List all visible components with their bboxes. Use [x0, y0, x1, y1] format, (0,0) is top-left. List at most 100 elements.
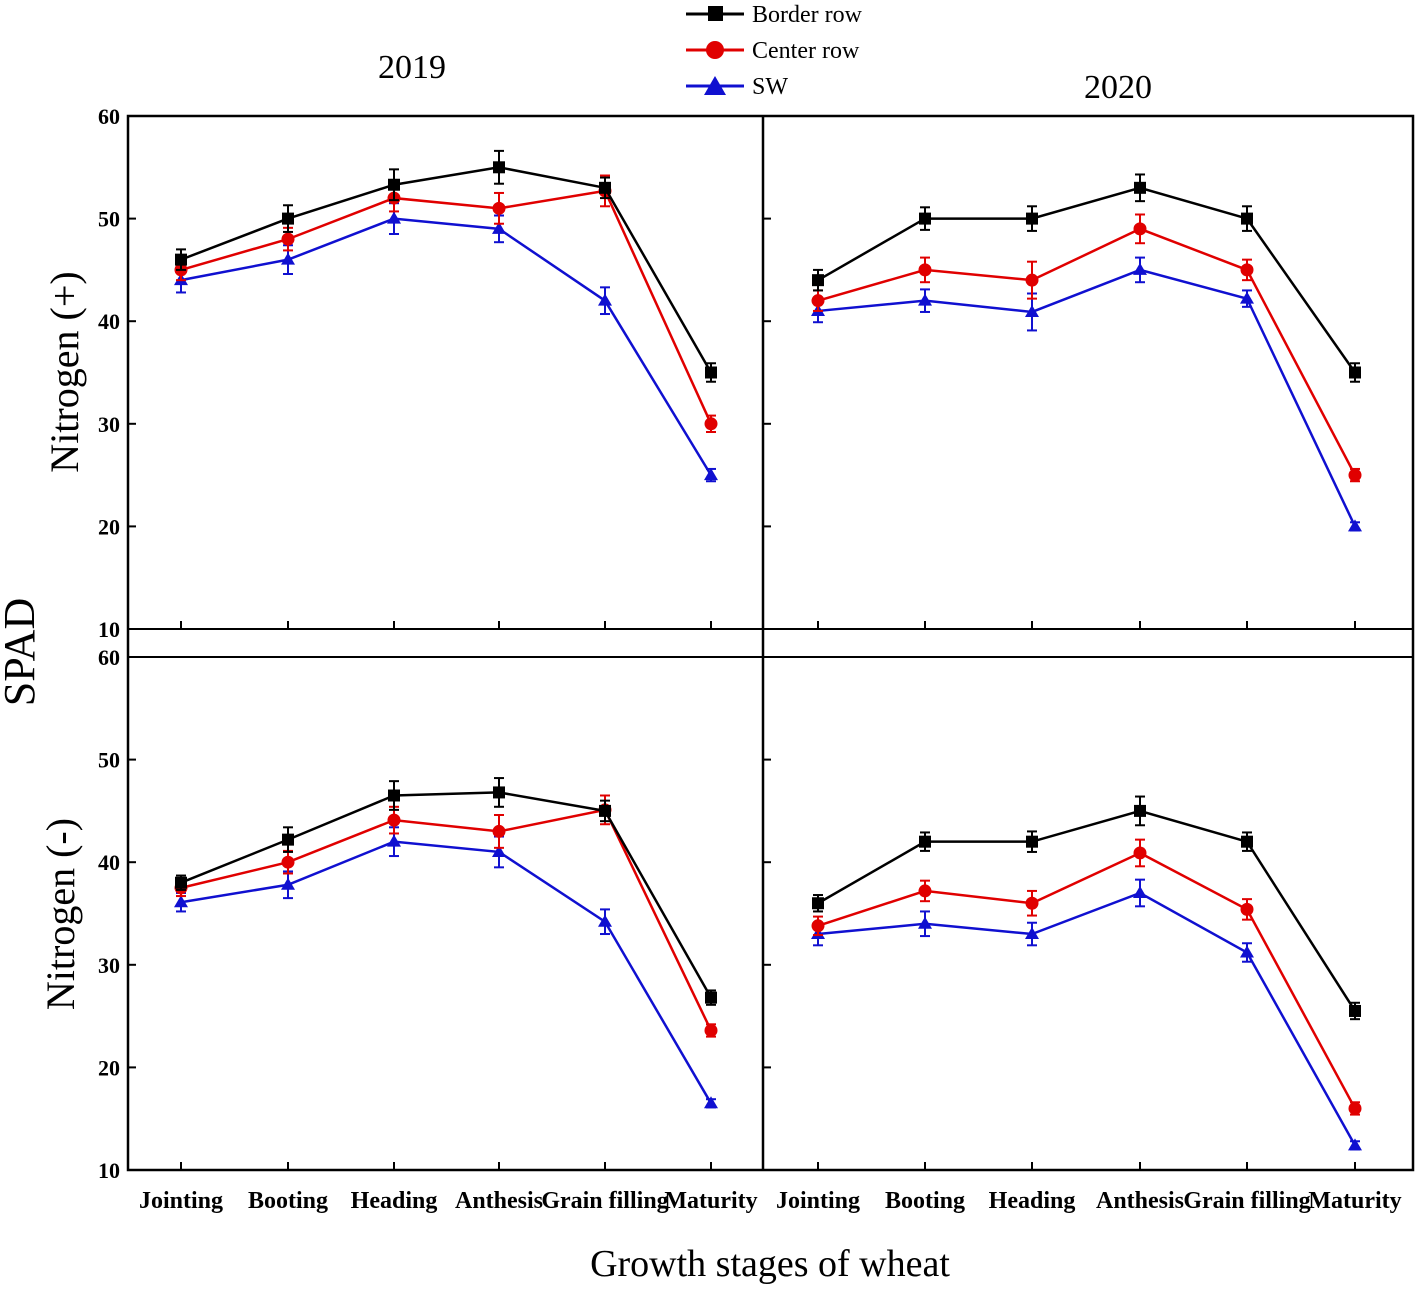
data-point-center-row	[811, 919, 825, 933]
data-point-sw	[1348, 519, 1362, 532]
series-sw	[174, 826, 718, 1109]
data-point-center-row	[1348, 1101, 1362, 1115]
series-line-center-row	[817, 851, 1357, 1110]
y-tick-label: 50	[98, 748, 120, 773]
x-tick-label-jointing: Jointing	[139, 1188, 223, 1214]
y-tick-label: 40	[98, 309, 120, 334]
series-line-center-row	[180, 808, 713, 1032]
data-point-sw	[1133, 885, 1147, 898]
data-point-border-row	[1026, 835, 1038, 848]
y-tick-label: 10	[98, 617, 120, 642]
series-line-center-row	[180, 189, 713, 425]
data-point-border-row	[1134, 804, 1146, 817]
legend-entry-border-row: Border row	[686, 2, 863, 28]
data-point-sw	[1133, 262, 1147, 275]
data-point-sw	[281, 252, 295, 265]
series-line-border-row	[817, 186, 1357, 374]
data-point-sw	[918, 293, 932, 306]
x-tick-label-maturity: Maturity	[664, 1188, 757, 1214]
data-point-center-row	[1240, 263, 1254, 277]
panel-2020-nitrogen-minus	[763, 758, 1362, 1170]
series-line-center-row	[817, 227, 1357, 476]
data-point-border-row	[1241, 835, 1253, 848]
data-point-border-row	[1349, 366, 1361, 379]
series-center-row	[174, 794, 718, 1038]
data-point-sw	[281, 877, 295, 890]
data-point-sw	[492, 221, 506, 234]
x-tick-label-heading: Heading	[351, 1188, 438, 1214]
panel-title-2020: 2020	[1084, 69, 1152, 106]
panel-title-2019: 2019	[378, 49, 446, 86]
series-border-row	[812, 795, 1361, 1021]
data-point-sw	[598, 914, 612, 927]
data-point-center-row	[1133, 222, 1147, 236]
series-line-border-row	[180, 166, 713, 374]
data-point-sw	[918, 916, 932, 929]
x-tick-label-heading: Heading	[989, 1188, 1076, 1214]
data-point-sw	[1025, 304, 1039, 317]
data-point-border-row	[919, 212, 931, 225]
y-tick-label: 60	[98, 645, 120, 670]
data-point-border-row	[705, 366, 717, 379]
y-axis-top: 10 20 30 40 50 60	[98, 104, 120, 642]
row-label-nitrogen-plus: Nitrogen (+)	[42, 271, 87, 472]
data-point-border-row	[493, 161, 505, 174]
series-center-row	[811, 838, 1362, 1116]
data-point-center-row	[1025, 273, 1039, 287]
panel-2019-nitrogen-minus	[128, 758, 718, 1170]
series-sw	[174, 202, 718, 483]
data-point-sw	[1025, 927, 1039, 940]
legend-marker-circle-icon	[706, 41, 724, 59]
data-point-border-row	[175, 253, 187, 266]
data-point-sw	[387, 211, 401, 224]
series-sw	[811, 256, 1362, 532]
data-point-border-row	[1026, 212, 1038, 225]
series-border-row	[175, 777, 717, 1006]
data-point-border-row	[599, 804, 611, 817]
data-point-center-row	[918, 884, 932, 898]
data-point-center-row	[281, 232, 295, 246]
series-line-sw	[817, 891, 1357, 1146]
series-border-row	[812, 173, 1361, 383]
series-line-border-row	[817, 809, 1357, 1012]
data-point-sw	[1240, 945, 1254, 958]
data-point-center-row	[1348, 468, 1362, 482]
series-center-row	[174, 174, 718, 434]
data-point-center-row	[1240, 902, 1254, 916]
series-border-row	[175, 149, 717, 383]
y-tick-label: 10	[98, 1158, 120, 1183]
data-point-border-row	[282, 833, 294, 846]
x-tick-label-jointing: Jointing	[776, 1188, 860, 1214]
legend-marker-square-icon	[708, 6, 723, 21]
data-point-border-row	[812, 897, 824, 910]
data-point-center-row	[492, 201, 506, 215]
data-point-border-row	[919, 835, 931, 848]
legend-entry-center-row: Center row	[686, 38, 860, 64]
data-point-center-row	[704, 1023, 718, 1037]
x-axis-tick-labels: Jointing Booting Heading Anthesis Grain fill…	[139, 1188, 1402, 1214]
data-point-sw	[704, 468, 718, 481]
data-point-sw	[1240, 291, 1254, 304]
data-point-border-row	[282, 212, 294, 225]
data-point-sw	[387, 834, 401, 847]
data-point-sw	[1348, 1138, 1362, 1151]
data-point-center-row	[811, 294, 825, 308]
y-tick-label: 30	[98, 412, 120, 437]
data-point-center-row	[387, 813, 401, 827]
legend-entry-sw: SW	[686, 74, 788, 100]
data-point-border-row	[812, 274, 824, 287]
x-tick-label-grain-filling: Grain filling	[1183, 1188, 1310, 1214]
series-center-row	[811, 213, 1362, 483]
legend-label-sw: SW	[752, 74, 788, 100]
y-tick-label: 50	[98, 207, 120, 232]
legend-marker-triangle-icon	[704, 76, 726, 95]
x-tick-label-anthesis: Anthesis	[455, 1188, 543, 1214]
data-point-center-row	[1133, 846, 1147, 860]
data-point-center-row	[918, 263, 932, 277]
y-tick-label: 20	[98, 1055, 120, 1080]
data-point-sw	[598, 293, 612, 306]
x-tick-label-booting: Booting	[885, 1188, 965, 1214]
panel-2019-nitrogen-plus	[128, 149, 718, 629]
shared-y-axis-label: SPAD	[0, 598, 44, 706]
